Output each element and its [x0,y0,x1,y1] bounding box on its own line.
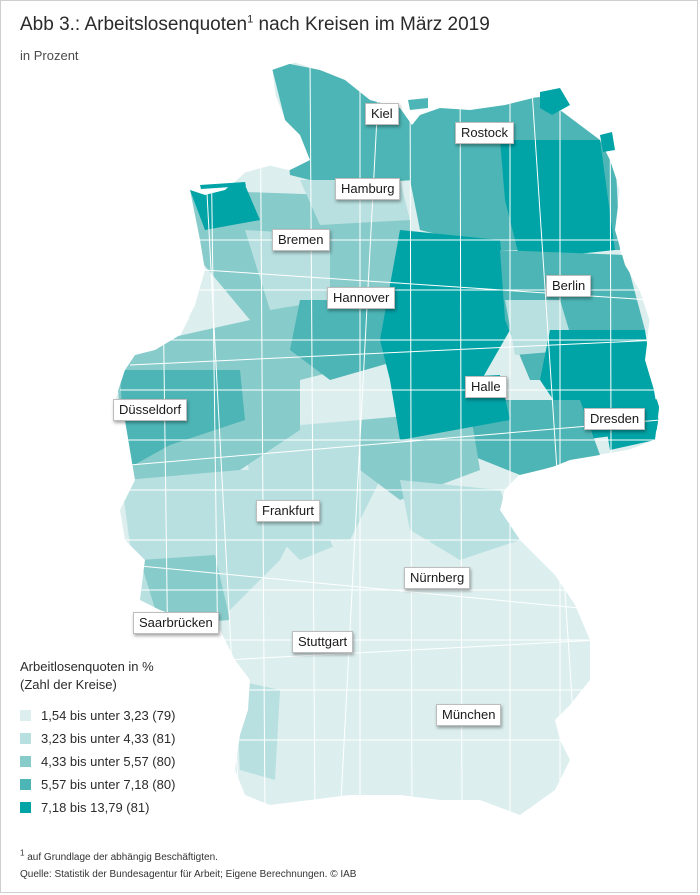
title-text-rest: nach Kreisen im März 2019 [253,14,490,35]
legend-item: 3,23 bis unter 4,33 (81) [20,727,175,750]
legend-item: 7,18 bis 13,79 (81) [20,796,175,819]
region-saxony-anhalt [380,230,510,420]
source-line: Quelle: Statistik der Bundesagentur für … [20,869,357,880]
city-label-frankfurt: Frankfurt [256,500,321,522]
legend-label: 7,18 bis 13,79 (81) [41,800,150,815]
legend-item: 1,54 bis unter 3,23 (79) [20,704,175,727]
footnote-marker: 1 [20,848,25,858]
title-footnote-marker: 1 [247,13,254,26]
legend-item: 4,33 bis unter 5,57 (80) [20,750,175,773]
ruegen-island [540,88,570,115]
legend-swatch [20,802,31,813]
legend-swatch [20,733,31,744]
map-legend: Arbeitlosenquoten in % (Zahl der Kreise)… [20,658,175,819]
figure-subtitle: in Prozent [20,48,79,63]
footnote-text: auf Grundlage der abhängig Beschäftigten… [24,852,218,863]
district-borders [120,62,660,815]
fehmarn-island [408,98,428,110]
city-label-halle: Halle [465,376,507,398]
legend-swatch [20,710,31,721]
legend-label: 3,23 bis unter 4,33 (81) [41,731,176,746]
title-text: Abb 3.: Arbeitslosenquoten [20,14,248,35]
city-label-saarbruecken: Saarbrücken [133,612,219,634]
east-frisian-islands [200,182,246,189]
legend-label: 1,54 bis unter 3,23 (79) [41,708,176,723]
region-east-bavaria [500,560,590,700]
city-label-hamburg: Hamburg [335,178,401,200]
city-label-berlin: Berlin [546,275,592,297]
region-thuringia [360,410,480,500]
city-label-hannover: Hannover [327,287,396,309]
figure-title: Abb 3.: Arbeitslosenquoten1 nach Kreisen… [20,14,490,36]
region-baden [235,680,280,780]
legend-swatch [20,779,31,790]
city-label-duesseldorf: Düsseldorf [113,399,188,421]
legend-items: 1,54 bis unter 3,23 (79) 3,23 bis unter … [20,704,175,819]
footnote-line1: 1 auf Grundlage der abhängig Beschäftigt… [20,849,356,866]
city-label-nuernberg: Nürnberg [404,567,471,589]
legend-label: 5,57 bis unter 7,18 (80) [41,777,176,792]
city-label-rostock: Rostock [455,122,514,144]
city-label-kiel: Kiel [365,103,399,125]
city-label-dresden: Dresden [584,408,646,430]
legend-title-line2: (Zahl der Kreise) [20,677,117,692]
city-label-stuttgart: Stuttgart [292,631,354,653]
legend-label: 4,33 bis unter 5,57 (80) [41,754,176,769]
footnote: 1 auf Grundlage der abhängig Beschäftigt… [20,849,356,883]
legend-title: Arbeitlosenquoten in % (Zahl der Kreise) [20,658,175,694]
legend-title-line1: Arbeitlosenquoten in % [20,659,154,674]
legend-swatch [20,756,31,767]
region-swabia [300,700,360,790]
usedom-island [600,132,615,152]
city-label-bremen: Bremen [272,229,330,251]
legend-item: 5,57 bis unter 7,18 (80) [20,773,175,796]
city-label-muenchen: München [436,704,502,726]
region-vorpommern [500,140,615,260]
